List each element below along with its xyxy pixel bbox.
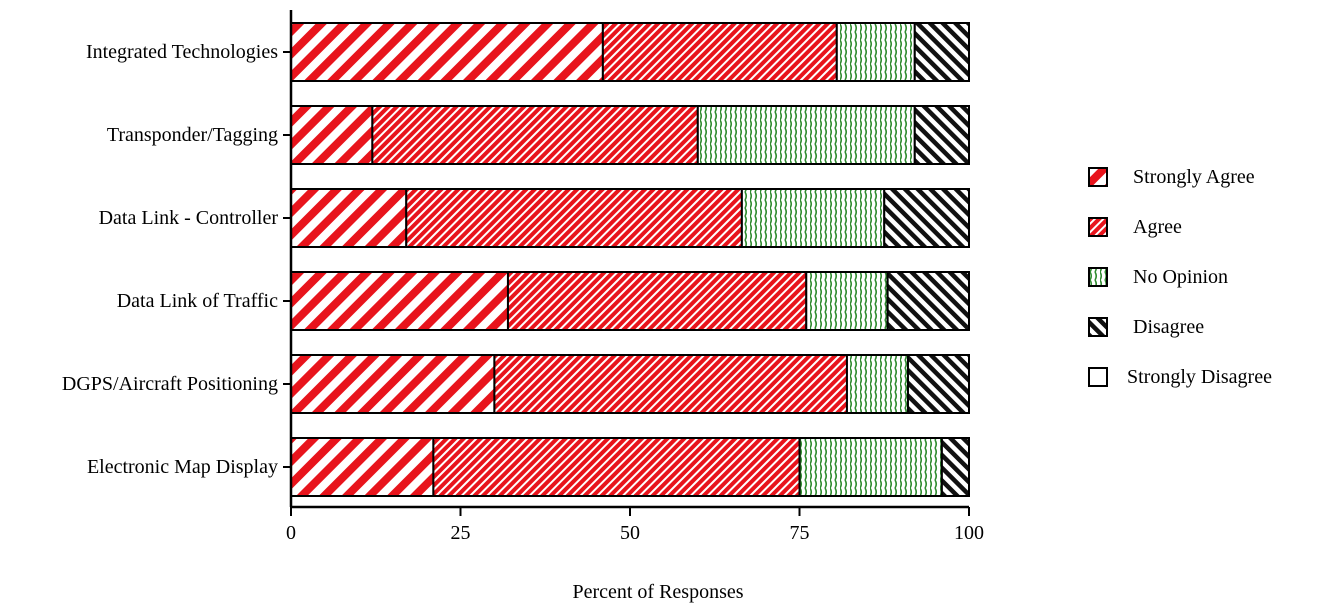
legend-swatch-disagree [1088,317,1108,337]
bar-segment-no-opinion-electronic-map-display [798,437,943,497]
legend-swatch-strongly-disagree [1088,367,1108,387]
x-tick-label: 75 [790,522,810,544]
legend-label-agree: Agree [1133,216,1182,238]
x-tick-label: 100 [954,522,984,544]
bar-segment-strongly-agree-data-link-of-traffic [290,271,509,331]
bar-segment-strongly-agree-electronic-map-display [290,437,435,497]
bar-segment-no-opinion-integrated-technologies [835,22,916,82]
bar-segment-agree-electronic-map-display [432,437,801,497]
category-label: Integrated Technologies [86,41,278,63]
bar-segment-disagree-data-link-of-traffic [886,271,971,331]
bar-segment-no-opinion-transponder-tagging [696,105,916,165]
bar-segment-agree-data-link-of-traffic [506,271,808,331]
legend-swatch-agree [1088,217,1108,237]
category-label: Transponder/Tagging [107,124,278,146]
bar-segment-agree-dgps-aircraft-positioning [493,354,848,414]
x-tick-label: 0 [286,522,296,544]
bar-segment-disagree-transponder-tagging [913,105,971,165]
legend-swatch-no-opinion [1088,267,1108,287]
x-tick-label: 50 [620,522,640,544]
axes-layer: Integrated Technologies Transponder/Taggi… [62,10,984,544]
bar-segment-disagree-dgps-aircraft-positioning [906,354,970,414]
bar-segment-agree-data-link-controller [405,188,743,248]
legend-label-strongly-disagree: Strongly Disagree [1127,366,1272,388]
bar-segment-strongly-agree-transponder-tagging [290,105,374,165]
legend-label-disagree: Disagree [1133,316,1204,338]
x-tick-label: 25 [451,522,471,544]
bars-layer [290,22,971,497]
legend-swatch-strongly-agree [1088,167,1108,187]
category-label: DGPS/Aircraft Positioning [62,373,278,395]
bar-segment-agree-integrated-technologies [601,22,838,82]
legend: Strongly Agree Agree No Opinion Disagree Str… [1088,166,1272,388]
category-label: Data Link of Traffic [117,290,278,312]
category-label: Data Link - Controller [99,207,279,229]
x-axis-title: Percent of Responses [572,581,743,603]
bar-segment-agree-transponder-tagging [371,105,699,165]
bar-segment-disagree-electronic-map-display [940,437,971,497]
legend-label-strongly-agree: Strongly Agree [1133,166,1255,188]
bar-segment-strongly-agree-dgps-aircraft-positioning [290,354,496,414]
legend-label-no-opinion: No Opinion [1133,266,1228,288]
bar-segment-no-opinion-data-link-of-traffic [805,271,889,331]
bar-segment-no-opinion-data-link-controller [740,188,886,248]
bar-segment-disagree-data-link-controller [883,188,970,248]
bar-segment-strongly-agree-integrated-technologies [290,22,604,82]
bar-segment-strongly-agree-data-link-controller [290,188,408,248]
bar-segment-disagree-integrated-technologies [913,22,971,82]
category-label: Electronic Map Display [87,456,278,478]
bar-segment-no-opinion-dgps-aircraft-positioning [845,354,909,414]
